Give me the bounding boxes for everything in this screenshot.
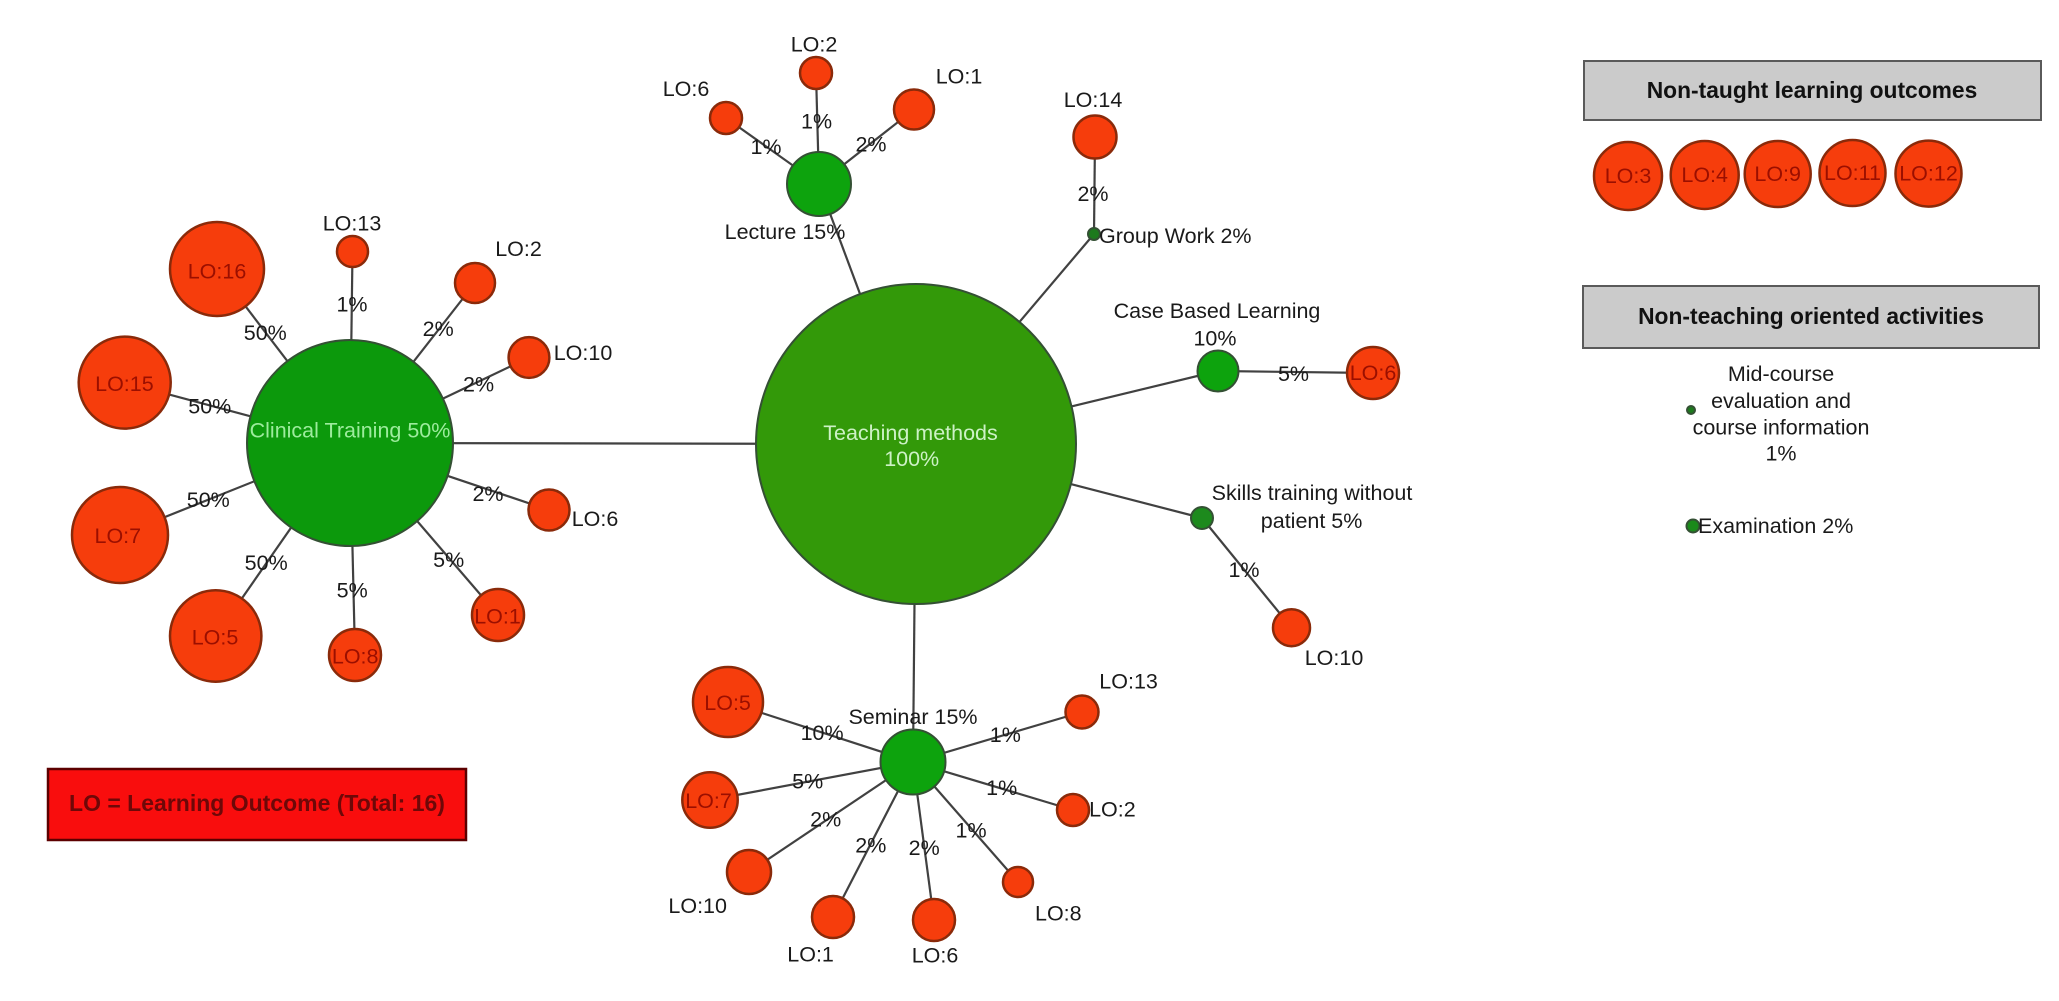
- svg-text:LO:7: LO:7: [94, 524, 141, 548]
- svg-text:1%: 1%: [336, 292, 367, 316]
- svg-text:LO:7: LO:7: [685, 789, 732, 813]
- svg-text:50%: 50%: [244, 321, 287, 345]
- svg-text:LO:14: LO:14: [1064, 88, 1123, 112]
- svg-text:5%: 5%: [792, 770, 823, 794]
- svg-text:LO:6: LO:6: [572, 507, 619, 531]
- svg-text:LO = Learning Outcome (Total:: LO = Learning Outcome (Total: 16): [69, 790, 445, 816]
- svg-text:LO:1: LO:1: [474, 605, 521, 629]
- svg-text:LO:10: LO:10: [668, 894, 727, 918]
- svg-text:Case Based Learning: Case Based Learning: [1114, 299, 1321, 323]
- svg-text:LO:1: LO:1: [936, 65, 983, 89]
- svg-text:Clinical Training 50%: Clinical Training 50%: [250, 419, 451, 443]
- svg-text:Lecture 15%: Lecture 15%: [725, 220, 846, 244]
- svg-text:Teaching methods: Teaching methods: [823, 421, 998, 445]
- svg-text:2%: 2%: [423, 317, 454, 341]
- svg-text:Non-taught learning outcomes: Non-taught learning outcomes: [1647, 77, 1978, 103]
- svg-text:5%: 5%: [337, 578, 368, 602]
- svg-text:2%: 2%: [909, 836, 940, 860]
- svg-text:LO:16: LO:16: [188, 259, 247, 283]
- svg-text:patient 5%: patient 5%: [1261, 509, 1363, 533]
- svg-text:10%: 10%: [1193, 327, 1236, 351]
- svg-text:LO:2: LO:2: [1089, 798, 1136, 822]
- svg-text:10%: 10%: [801, 721, 844, 745]
- svg-text:LO:3: LO:3: [1605, 164, 1652, 188]
- svg-text:LO:5: LO:5: [192, 626, 239, 650]
- svg-text:LO:13: LO:13: [323, 211, 382, 235]
- svg-text:5%: 5%: [1278, 362, 1309, 386]
- svg-text:LO:15: LO:15: [95, 372, 154, 396]
- svg-text:2%: 2%: [472, 482, 503, 506]
- svg-text:LO:11: LO:11: [1824, 161, 1881, 185]
- svg-text:LO:12: LO:12: [1899, 162, 1958, 186]
- svg-text:100%: 100%: [884, 447, 939, 471]
- svg-text:1%: 1%: [750, 135, 781, 159]
- svg-text:50%: 50%: [188, 394, 231, 418]
- svg-text:2%: 2%: [810, 808, 841, 832]
- svg-text:5%: 5%: [433, 548, 464, 572]
- svg-text:LO:6: LO:6: [912, 944, 959, 968]
- svg-text:Seminar 15%: Seminar 15%: [848, 705, 977, 729]
- svg-text:LO:10: LO:10: [554, 341, 613, 365]
- svg-text:2%: 2%: [1077, 182, 1108, 206]
- svg-text:evaluation and: evaluation and: [1711, 389, 1851, 413]
- svg-text:2%: 2%: [855, 133, 886, 157]
- svg-text:LO:1: LO:1: [787, 943, 834, 967]
- svg-text:Skills training without: Skills training without: [1212, 481, 1413, 505]
- svg-text:2%: 2%: [855, 834, 886, 858]
- svg-text:LO:13: LO:13: [1099, 670, 1158, 694]
- svg-text:course information: course information: [1693, 416, 1870, 440]
- svg-text:Group Work 2%: Group Work 2%: [1099, 224, 1252, 248]
- svg-text:50%: 50%: [187, 488, 230, 512]
- svg-text:LO:4: LO:4: [1681, 163, 1728, 187]
- svg-text:LO:2: LO:2: [791, 33, 838, 57]
- svg-text:LO:8: LO:8: [332, 644, 379, 668]
- svg-text:LO:6: LO:6: [1350, 361, 1397, 385]
- svg-text:LO:5: LO:5: [704, 691, 751, 715]
- svg-text:1%: 1%: [1765, 442, 1796, 466]
- svg-text:LO:10: LO:10: [1305, 646, 1364, 670]
- svg-text:1%: 1%: [986, 776, 1017, 800]
- svg-text:Examination 2%: Examination 2%: [1698, 514, 1853, 538]
- svg-text:Non-teaching oriented activiti: Non-teaching oriented activities: [1638, 303, 1984, 329]
- svg-text:LO:8: LO:8: [1035, 901, 1082, 925]
- svg-text:1%: 1%: [990, 723, 1021, 747]
- svg-text:LO:2: LO:2: [495, 237, 542, 261]
- svg-text:Mid-course: Mid-course: [1728, 362, 1834, 386]
- svg-text:1%: 1%: [1228, 558, 1259, 582]
- svg-text:2%: 2%: [463, 372, 494, 396]
- svg-text:50%: 50%: [245, 551, 288, 575]
- svg-text:1%: 1%: [956, 818, 987, 842]
- svg-text:1%: 1%: [801, 109, 832, 133]
- svg-text:LO:6: LO:6: [663, 77, 710, 101]
- svg-text:LO:9: LO:9: [1754, 162, 1801, 186]
